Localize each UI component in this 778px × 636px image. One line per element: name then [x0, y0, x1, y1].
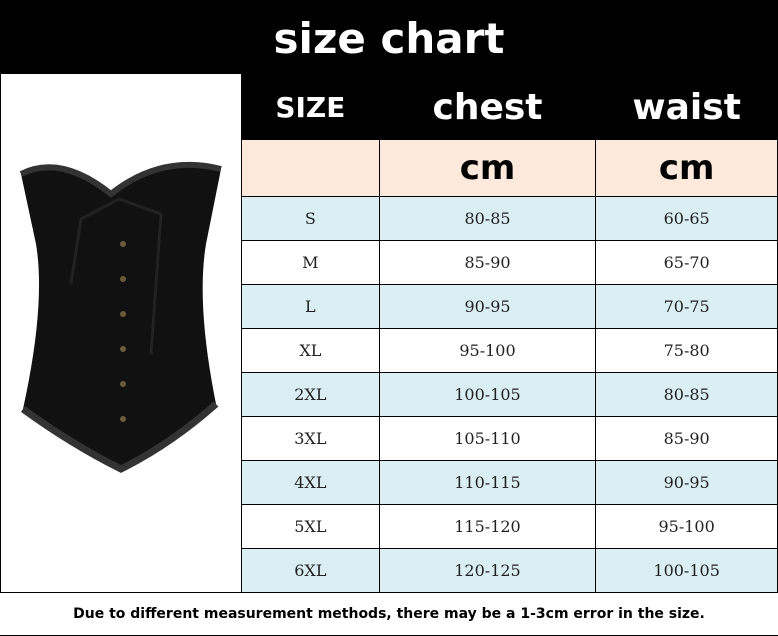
size-cell: 3XL [241, 416, 380, 461]
table-row: 5XL 115-120 95-100 [241, 504, 778, 549]
waist-cell: 65-70 [595, 240, 778, 285]
table-row: 4XL 110-115 90-95 [241, 460, 778, 505]
unit-row: cm cm [241, 139, 778, 197]
unit-chest: cm [378, 139, 597, 197]
waist-cell: 80-85 [595, 372, 778, 417]
chest-cell: 100-105 [378, 372, 597, 417]
header-size: SIZE [241, 74, 380, 140]
size-cell: M [241, 240, 380, 285]
size-cell: 4XL [241, 460, 380, 505]
unit-waist: cm [595, 139, 778, 197]
chest-cell: 110-115 [378, 460, 597, 505]
waist-cell: 60-65 [595, 196, 778, 241]
chest-cell: 120-125 [378, 548, 597, 593]
header-waist: waist [595, 74, 778, 140]
table-row: M 85-90 65-70 [241, 240, 778, 285]
chest-cell: 115-120 [378, 504, 597, 549]
table-row: XL 95-100 75-80 [241, 328, 778, 373]
header-chest: chest [378, 74, 597, 140]
table-row: 3XL 105-110 85-90 [241, 416, 778, 461]
waist-cell: 95-100 [595, 504, 778, 549]
table-row: S 80-85 60-65 [241, 196, 778, 241]
table-row: 2XL 100-105 80-85 [241, 372, 778, 417]
waist-cell: 90-95 [595, 460, 778, 505]
table-row: 6XL 120-125 100-105 [241, 548, 778, 593]
waist-cell: 100-105 [595, 548, 778, 593]
waist-cell: 70-75 [595, 284, 778, 329]
measurement-note: Due to different measurement methods, th… [0, 592, 778, 636]
waist-cell: 75-80 [595, 328, 778, 373]
chest-cell: 85-90 [378, 240, 597, 285]
size-cell: XL [241, 328, 380, 373]
size-cell: L [241, 284, 380, 329]
corset-product-image [0, 74, 241, 592]
size-cell: 2XL [241, 372, 380, 417]
header-row: SIZE chest waist [241, 74, 778, 140]
waist-cell: 85-90 [595, 416, 778, 461]
chest-cell: 105-110 [378, 416, 597, 461]
size-table: SIZE chest waist cm cm S 80-85 60-65 M 85-90… [241, 74, 778, 593]
chest-cell: 80-85 [378, 196, 597, 241]
chest-cell: 90-95 [378, 284, 597, 329]
unit-size [241, 139, 380, 197]
table-row: L 90-95 70-75 [241, 284, 778, 329]
size-cell: 5XL [241, 504, 380, 549]
size-cell: S [241, 196, 380, 241]
size-cell: 6XL [241, 548, 380, 593]
page-title: size chart [0, 0, 778, 74]
chest-cell: 95-100 [378, 328, 597, 373]
